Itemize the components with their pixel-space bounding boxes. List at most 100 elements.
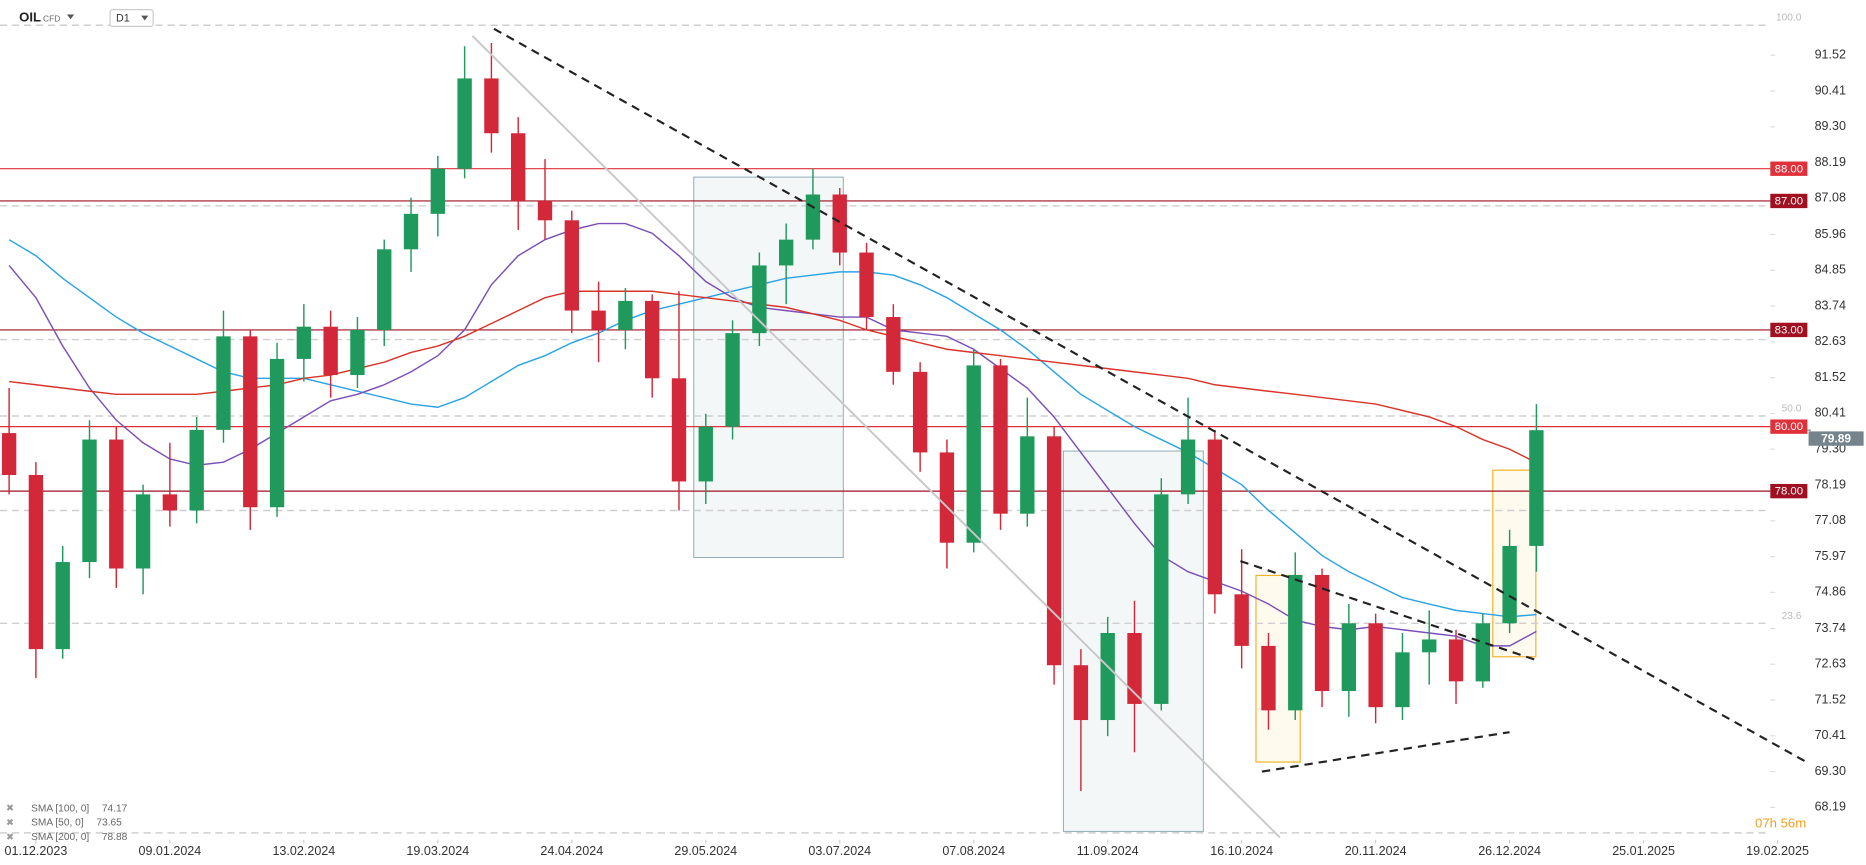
legend-value: 73.65	[96, 818, 122, 829]
trendlines	[471, 27, 1810, 839]
candle-body	[1020, 436, 1035, 514]
x-tick-label: 11.09.2024	[1077, 844, 1139, 858]
candle-body	[618, 300, 633, 330]
candle-body	[28, 475, 44, 650]
candle-body	[886, 317, 901, 372]
candle-body	[1234, 594, 1249, 646]
y-tick-label: 85.96	[1815, 227, 1846, 241]
candle-body	[1207, 439, 1223, 595]
level-tag	[1770, 161, 1808, 176]
candle-body	[671, 378, 687, 482]
candle-body	[1529, 430, 1544, 546]
x-tick-label: 25.01.2025	[1612, 844, 1675, 858]
level-label: 78.00	[1775, 486, 1803, 498]
candle-body	[269, 358, 285, 508]
trendline	[493, 27, 1810, 765]
candle-body	[457, 78, 472, 169]
candle-body	[1368, 623, 1383, 708]
y-tick-label: 70.41	[1815, 728, 1846, 742]
candle-body	[778, 239, 794, 266]
level-label: 80.00	[1775, 421, 1803, 433]
symbol[interactable]: OIL	[19, 10, 41, 25]
levels	[0, 168, 1771, 492]
candle-body	[1314, 574, 1330, 692]
x-tick-label: 19.03.2024	[406, 844, 469, 858]
x-tick-label: 19.02.2025	[1746, 844, 1809, 858]
candle-body	[564, 220, 579, 311]
trendline	[1261, 731, 1510, 773]
y-tick-label: 90.41	[1815, 83, 1846, 97]
candle-body	[1046, 436, 1062, 666]
candle-body	[698, 426, 713, 482]
candle-body	[135, 494, 151, 569]
candle-body	[591, 310, 606, 330]
level-tag	[1770, 322, 1808, 338]
y-tick-label: 72.63	[1815, 657, 1846, 671]
x-tick-label: 07.08.2024	[942, 844, 1005, 858]
sma-lines	[8, 222, 1537, 647]
y-tick-label: 73.74	[1815, 621, 1846, 635]
legend-name: SMA [200, 0]	[31, 832, 89, 843]
x-tick-label: 26.12.2024	[1478, 844, 1541, 858]
y-tick-label: 88.19	[1815, 155, 1846, 169]
candle-body	[725, 333, 740, 427]
fib-label: 100.0	[1776, 13, 1802, 24]
zone-box	[693, 176, 844, 558]
candle-body	[1502, 545, 1517, 624]
sma-line	[8, 239, 1537, 618]
candles	[1, 42, 1544, 791]
candle-body	[216, 336, 231, 430]
candle-body	[243, 336, 258, 508]
candle-body	[1288, 574, 1303, 711]
legend-name: SMA [100, 0]	[31, 803, 89, 814]
candle-body	[1448, 639, 1464, 682]
timeframe-select[interactable]	[109, 9, 154, 28]
legend-close[interactable]: ✖	[6, 832, 14, 843]
candle-body	[1100, 632, 1115, 721]
candle-body	[1180, 439, 1196, 495]
level-tag	[1770, 419, 1808, 434]
instrument: CFD	[43, 13, 60, 23]
y-tick-label: 78.19	[1815, 477, 1846, 491]
candle-body	[1341, 623, 1357, 692]
fib-label: 23.6	[1782, 611, 1802, 622]
candle-body	[430, 168, 446, 214]
candle-body	[82, 439, 97, 563]
x-tick-label: 24.04.2024	[540, 844, 603, 858]
x-tick-label: 03.07.2024	[808, 844, 871, 858]
y-tick-label: 81.52	[1815, 370, 1846, 384]
candle-body	[912, 371, 928, 453]
x-tick-label: 09.01.2024	[138, 844, 201, 858]
candle-body	[109, 439, 124, 569]
y-tick-label: 83.74	[1815, 298, 1846, 312]
candle-body	[377, 249, 392, 330]
y-tick-label: 82.63	[1815, 334, 1846, 348]
y-tick-label: 68.19	[1815, 800, 1846, 814]
candle-body	[1395, 652, 1410, 708]
candle-body	[1127, 632, 1142, 704]
trendline	[471, 35, 1281, 839]
trendline	[1240, 560, 1538, 662]
legend-close[interactable]: ✖	[6, 818, 14, 829]
candle-body	[805, 194, 821, 240]
x-tick-label: 16.10.2024	[1210, 844, 1273, 858]
legend-close[interactable]: ✖	[6, 803, 14, 814]
timeframe: D1	[116, 12, 130, 24]
y-tick-label: 80.41	[1815, 406, 1846, 420]
candle-body	[993, 365, 1008, 514]
level-tag	[1770, 483, 1808, 499]
x-tick-label: 13.02.2024	[272, 844, 335, 858]
candle-body	[511, 133, 526, 201]
candle-body	[1261, 645, 1276, 711]
legend-name: SMA [50, 0]	[31, 818, 84, 829]
y-tick-label: 87.08	[1815, 191, 1846, 205]
candle-body	[484, 78, 499, 134]
candle-body	[537, 200, 553, 221]
candle-body	[162, 494, 178, 511]
symbol-dropdown[interactable]	[66, 14, 75, 20]
level-label: 88.00	[1775, 163, 1803, 175]
fib-levels: 100.078.661.850.023.6	[0, 13, 1802, 834]
candle-body	[966, 365, 981, 543]
x-tick-label: 01.12.2023	[5, 844, 68, 858]
